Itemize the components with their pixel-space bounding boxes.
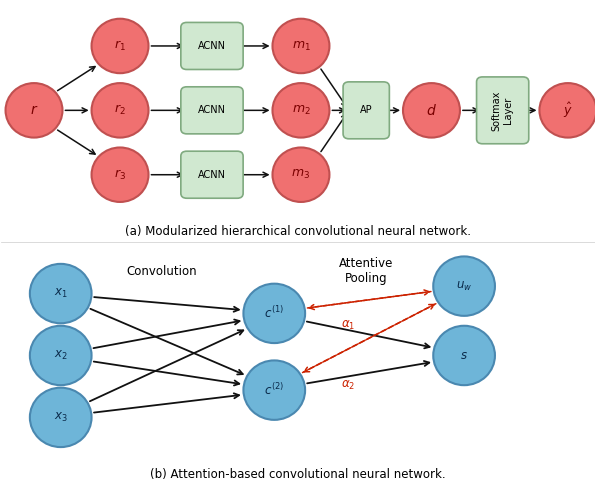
Text: $m_3$: $m_3$: [291, 168, 311, 181]
Text: ACNN: ACNN: [198, 170, 226, 180]
FancyBboxPatch shape: [477, 77, 529, 144]
Text: $r_2$: $r_2$: [114, 103, 126, 118]
Text: ACNN: ACNN: [198, 41, 226, 51]
Text: Attentive
Pooling: Attentive Pooling: [339, 257, 393, 285]
Ellipse shape: [30, 264, 92, 323]
Text: $r_3$: $r_3$: [114, 168, 126, 182]
Text: $s$: $s$: [460, 349, 468, 362]
Text: $d$: $d$: [426, 103, 437, 118]
Text: AP: AP: [360, 106, 372, 116]
Ellipse shape: [272, 83, 330, 137]
Ellipse shape: [272, 19, 330, 73]
Text: $r$: $r$: [30, 104, 38, 118]
Ellipse shape: [433, 326, 495, 385]
Ellipse shape: [5, 83, 63, 137]
Ellipse shape: [30, 387, 92, 447]
Text: $m_2$: $m_2$: [291, 104, 311, 117]
Ellipse shape: [92, 83, 148, 137]
Text: $x_1$: $x_1$: [54, 287, 67, 300]
Text: $\hat{y}$: $\hat{y}$: [563, 101, 573, 120]
Ellipse shape: [272, 147, 330, 202]
Text: $x_3$: $x_3$: [54, 411, 67, 424]
Text: ACNN: ACNN: [198, 106, 226, 116]
Ellipse shape: [243, 361, 305, 420]
Ellipse shape: [92, 19, 148, 73]
Ellipse shape: [30, 326, 92, 385]
FancyBboxPatch shape: [181, 151, 243, 198]
Text: $c^{(2)}$: $c^{(2)}$: [264, 382, 284, 398]
FancyBboxPatch shape: [343, 82, 389, 139]
Text: Convolution: Convolution: [126, 265, 197, 278]
Text: $c^{(1)}$: $c^{(1)}$: [264, 305, 284, 321]
Text: $r_1$: $r_1$: [114, 39, 126, 53]
Ellipse shape: [539, 83, 596, 137]
Ellipse shape: [433, 256, 495, 316]
Text: $x_2$: $x_2$: [54, 349, 67, 362]
FancyBboxPatch shape: [181, 22, 243, 70]
Ellipse shape: [403, 83, 460, 137]
Text: $\alpha_2$: $\alpha_2$: [342, 378, 356, 392]
Text: $m_1$: $m_1$: [291, 39, 311, 52]
FancyBboxPatch shape: [181, 87, 243, 134]
Text: $\alpha_1$: $\alpha_1$: [342, 319, 356, 332]
Ellipse shape: [92, 147, 148, 202]
Text: Softmax
Layer: Softmax Layer: [492, 90, 514, 130]
Text: (b) Attention-based convolutional neural network.: (b) Attention-based convolutional neural…: [150, 468, 446, 481]
Text: $u_w$: $u_w$: [456, 279, 472, 293]
Ellipse shape: [243, 284, 305, 343]
Text: (a) Modularized hierarchical convolutional neural network.: (a) Modularized hierarchical convolution…: [125, 225, 471, 238]
